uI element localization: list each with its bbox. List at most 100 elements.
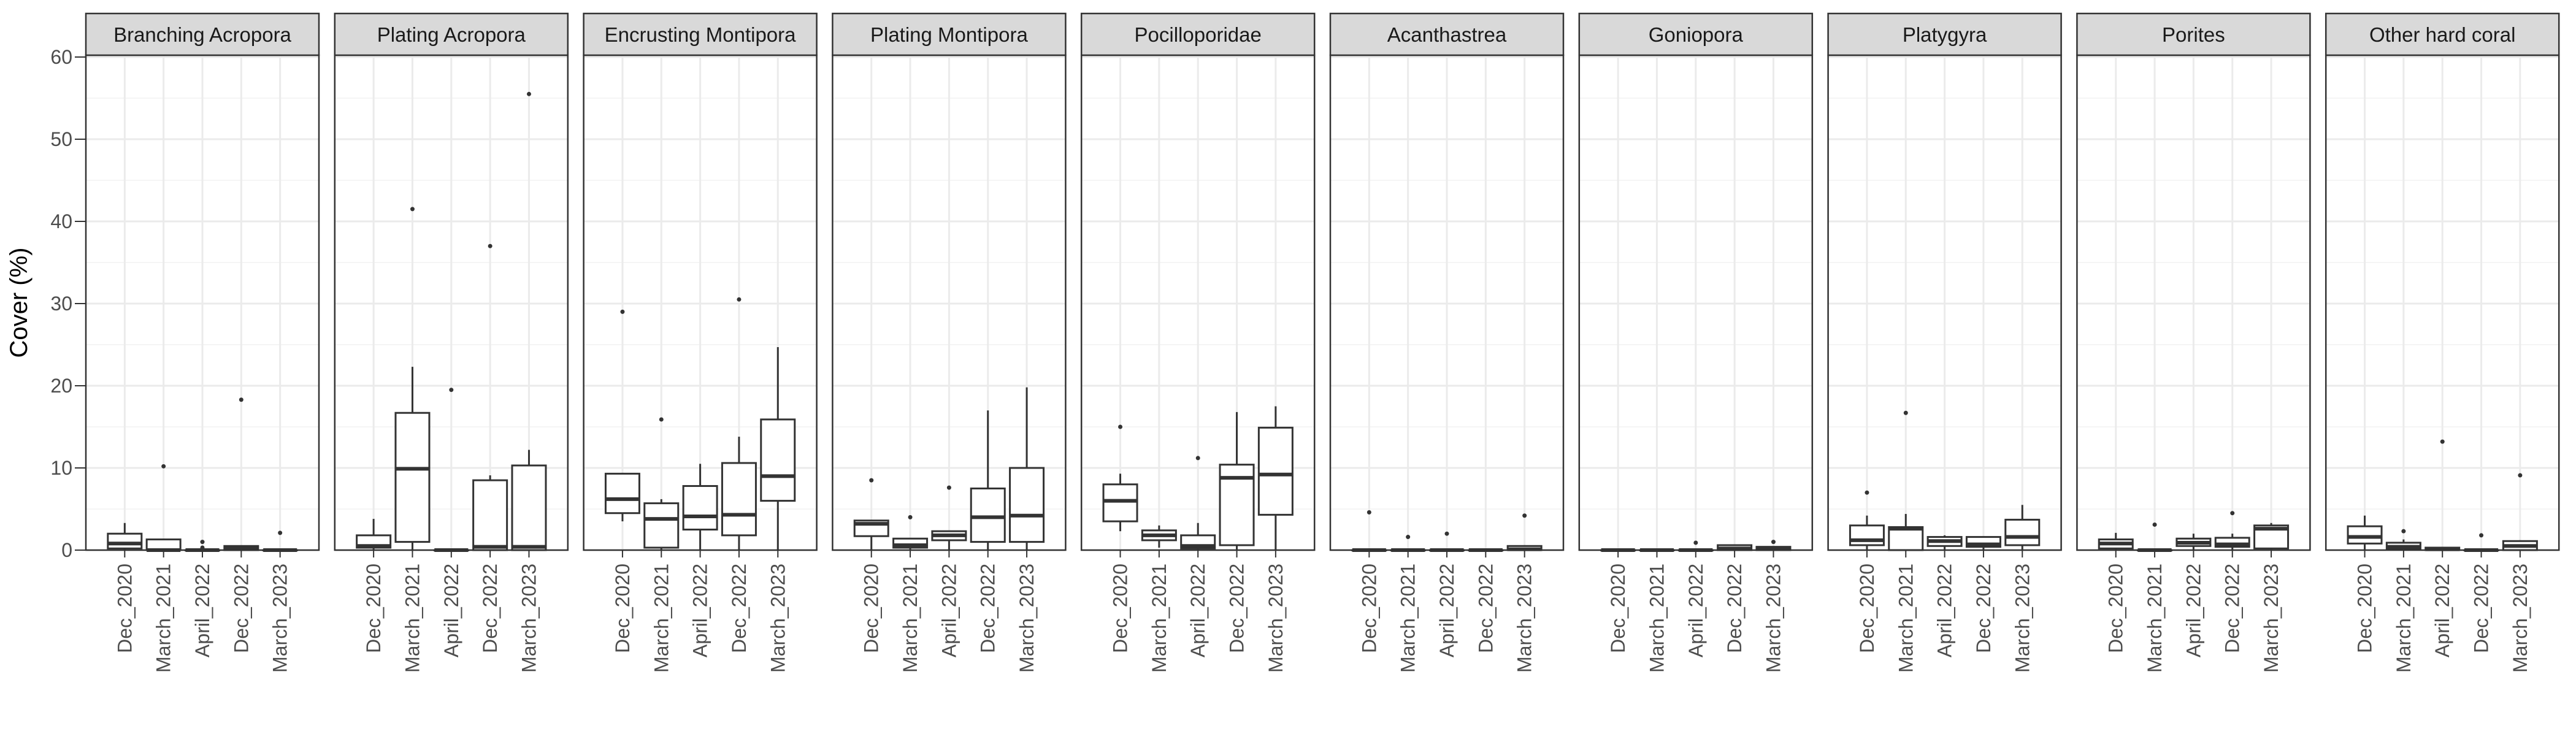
box-outlier-point [737, 297, 742, 302]
box-iqr [643, 502, 680, 549]
facet-strip-label: Other hard coral [2369, 23, 2515, 46]
facet-strip-label: Encrusting Montipora [605, 23, 796, 46]
x-tick-label: Dec_2020 [1607, 564, 1629, 653]
box-outlier-point [488, 243, 493, 248]
box-outlier-point [200, 540, 205, 545]
facet-strip [85, 12, 320, 56]
x-tick-label: March_2023 [1265, 564, 1287, 673]
facet-strip-label: Branching Acropora [113, 23, 291, 46]
facet-strip-label: Acanthastrea [1387, 23, 1507, 46]
box-outlier-point [526, 91, 531, 96]
x-tick-label: Dec_2022 [977, 564, 999, 653]
facet-strip [2325, 12, 2560, 56]
box-iqr [472, 479, 508, 551]
x-tick-label: Dec_2022 [2471, 564, 2493, 653]
box-outlier-point [1693, 540, 1698, 545]
x-tick-label: Dec_2020 [861, 564, 883, 653]
facet-strip [334, 12, 569, 56]
box-outlier-point [1367, 510, 1371, 515]
x-tick-label: March_2021 [1646, 564, 1668, 673]
box-iqr [394, 412, 431, 543]
x-tick-label: Dec_2022 [479, 564, 501, 653]
x-tick-label: Dec_2020 [1358, 564, 1380, 653]
x-tick-label: April_2022 [2182, 564, 2204, 657]
box-outlier-point [1771, 540, 1776, 545]
x-tick-label: March_2021 [650, 564, 672, 673]
box-iqr [604, 472, 640, 515]
box-iqr [2347, 525, 2383, 545]
x-tick-label: Dec_2022 [1226, 564, 1248, 653]
facet-strip [1329, 12, 1565, 56]
y-tick-label: 40 [50, 210, 72, 232]
box-outlier-point [946, 485, 951, 490]
facet-strip [2076, 12, 2311, 56]
x-tick-label: March_2021 [401, 564, 423, 673]
x-tick-label: March_2023 [269, 564, 291, 673]
x-tick-label: Dec_2022 [1723, 564, 1746, 653]
x-tick-label: Dec_2020 [1110, 564, 1132, 653]
x-tick-label: April_2022 [440, 564, 462, 657]
box-outlier-point [1444, 531, 1449, 536]
facet-strip-label: Porites [2162, 23, 2225, 46]
box-iqr [1849, 524, 1885, 546]
x-tick-label: April_2022 [1187, 564, 1209, 657]
box-iqr [1102, 483, 1138, 523]
x-tick-label: Dec_2022 [728, 564, 750, 653]
box-iqr [721, 462, 757, 537]
facet-strip [583, 12, 818, 56]
box-iqr [682, 484, 718, 530]
y-tick-label: 10 [50, 457, 72, 479]
box-outlier-point [2230, 511, 2235, 516]
box-outlier-point [2518, 473, 2523, 478]
x-tick-label: Dec_2020 [2105, 564, 2127, 653]
x-tick-label: April_2022 [1934, 564, 1956, 657]
box-outlier-point [620, 309, 625, 314]
facet-strip-label: Pocilloporidae [1135, 23, 1262, 46]
y-tick-label: 30 [50, 293, 72, 315]
box-iqr [1257, 426, 1294, 516]
x-tick-label: Dec_2022 [1474, 564, 1497, 653]
facet-strip-label: Goniopora [1649, 23, 1744, 46]
y-tick-label: 0 [61, 539, 72, 561]
box-outlier-point [908, 515, 913, 519]
box-outlier-point [2440, 439, 2445, 444]
x-tick-label: March_2021 [2393, 564, 2415, 673]
x-tick-label: Dec_2022 [230, 564, 252, 653]
x-tick-label: Dec_2020 [1856, 564, 1878, 653]
y-axis-title: Cover (%) [6, 247, 33, 358]
x-tick-label: Dec_2020 [2354, 564, 2376, 653]
box-outlier-point [449, 388, 454, 392]
y-tick-label: 60 [50, 46, 72, 68]
box-outlier-point [659, 417, 664, 422]
x-tick-label: April_2022 [191, 564, 213, 657]
x-tick-label: Dec_2020 [362, 564, 385, 653]
x-tick-label: March_2023 [2509, 564, 2531, 673]
x-tick-label: March_2021 [2144, 564, 2166, 673]
facet-strip [1080, 12, 1316, 56]
x-tick-label: March_2021 [153, 564, 175, 673]
facet-strip-label: Plating Montipora [870, 23, 1028, 46]
box-outlier-point [2152, 522, 2157, 527]
box-outlier-point [1118, 424, 1123, 429]
x-tick-label: Dec_2022 [1972, 564, 1995, 653]
box-outlier-point [239, 397, 243, 402]
facet-strip [832, 12, 1067, 56]
box-outlier-point [410, 207, 415, 212]
box-outlier-point [278, 530, 283, 535]
box-iqr [511, 464, 547, 551]
x-tick-label: March_2023 [2260, 564, 2282, 673]
box-outlier-point [869, 478, 874, 483]
x-tick-label: March_2023 [518, 564, 540, 673]
x-tick-label: March_2021 [1895, 564, 1917, 673]
box-outlier-point [2479, 533, 2484, 538]
box-outlier-point [1406, 535, 1411, 540]
y-tick-label: 50 [50, 128, 72, 150]
x-tick-label: March_2023 [2011, 564, 2033, 673]
x-tick-label: March_2021 [899, 564, 921, 673]
x-tick-label: April_2022 [1685, 564, 1707, 657]
box-iqr [107, 532, 143, 549]
facet-strip-label: Plating Acropora [377, 23, 526, 46]
x-tick-label: March_2023 [1514, 564, 1536, 673]
x-tick-label: Dec_2022 [2221, 564, 2244, 653]
